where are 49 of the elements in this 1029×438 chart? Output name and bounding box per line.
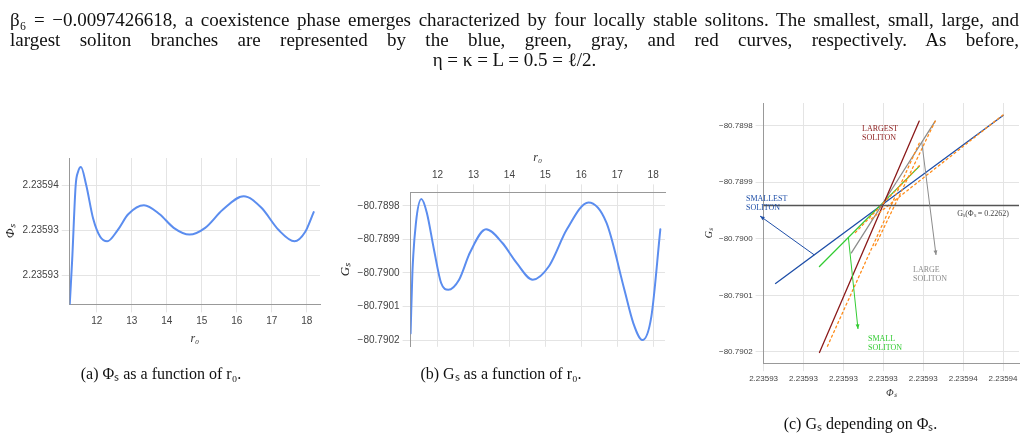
- x-tick-label: 15: [539, 169, 552, 181]
- text: SMALLEST SOLITON: [746, 194, 788, 213]
- x-tick-label: 2.23594: [988, 374, 1019, 384]
- y-tick-label: −80.7898: [357, 199, 401, 211]
- text: η = κ = L = 0.5 = ℓ/2.: [431, 49, 597, 70]
- x-tick-label: 14: [503, 169, 516, 181]
- x-tick-label: 13: [126, 315, 138, 327]
- text: SMALL SOLITON: [868, 334, 903, 353]
- y-tick-label: −80.7899: [357, 233, 401, 245]
- y-tick-label: 2.23593: [22, 268, 60, 280]
- x-tick-label: 15: [196, 315, 208, 327]
- x-axis-title: r₀: [533, 150, 543, 165]
- x-tick-label: 12: [91, 315, 103, 327]
- x-tick-label: 16: [575, 169, 588, 181]
- x-tick-label: 2.23593: [789, 374, 819, 384]
- y-tick-label: −80.7898: [719, 120, 754, 130]
- x-tick-label: 17: [266, 315, 278, 327]
- y-tick-label: −80.7901: [719, 290, 754, 300]
- text: (b) Gₛ as a function of r₀.: [420, 364, 582, 383]
- text: (a) Φₛ as a function of r₀.: [80, 364, 242, 383]
- y-axis-title: Gₛ: [337, 261, 353, 277]
- x-axis-title: r₀: [190, 330, 200, 345]
- x-tick-label: 2.23594: [948, 374, 979, 384]
- y-tick-label: −80.7900: [719, 233, 754, 243]
- y-tick-label: −80.7899: [719, 177, 754, 187]
- series-label: LARGEST SOLITON: [862, 124, 899, 143]
- x-tick-label: 2.23593: [828, 374, 859, 384]
- annotation: Gₛ(Φₛ = 0.2262): [957, 209, 1010, 219]
- x-tick-label: 2.23593: [908, 374, 939, 384]
- x-tick-label: 13: [467, 169, 480, 181]
- y-axis-title: Φₛ: [2, 223, 18, 239]
- y-tick-label: −80.7902: [719, 347, 754, 357]
- y-tick-label: −80.7901: [357, 300, 401, 312]
- x-tick-label: 2.23593: [868, 374, 899, 384]
- text: LARGE SOLITON: [913, 265, 948, 284]
- x-tick-label: 14: [161, 315, 173, 327]
- x-tick-label: 2.23593: [749, 374, 779, 384]
- y-tick-label: 2.23594: [22, 178, 60, 190]
- y-axis-title: Gₛ: [702, 227, 714, 239]
- x-tick-label: 17: [611, 169, 624, 181]
- text: (c) Gₛ depending on Φₛ.: [783, 414, 938, 433]
- x-tick-label: 18: [301, 315, 313, 327]
- x-tick-label: 18: [647, 169, 660, 181]
- x-tick-label: 12: [431, 169, 444, 181]
- y-tick-label: 2.23593: [22, 223, 60, 235]
- x-tick-label: 16: [231, 315, 243, 327]
- y-tick-label: −80.7900: [357, 266, 401, 278]
- y-tick-label: −80.7902: [357, 333, 401, 345]
- x-axis-title: Φₛ: [885, 387, 898, 399]
